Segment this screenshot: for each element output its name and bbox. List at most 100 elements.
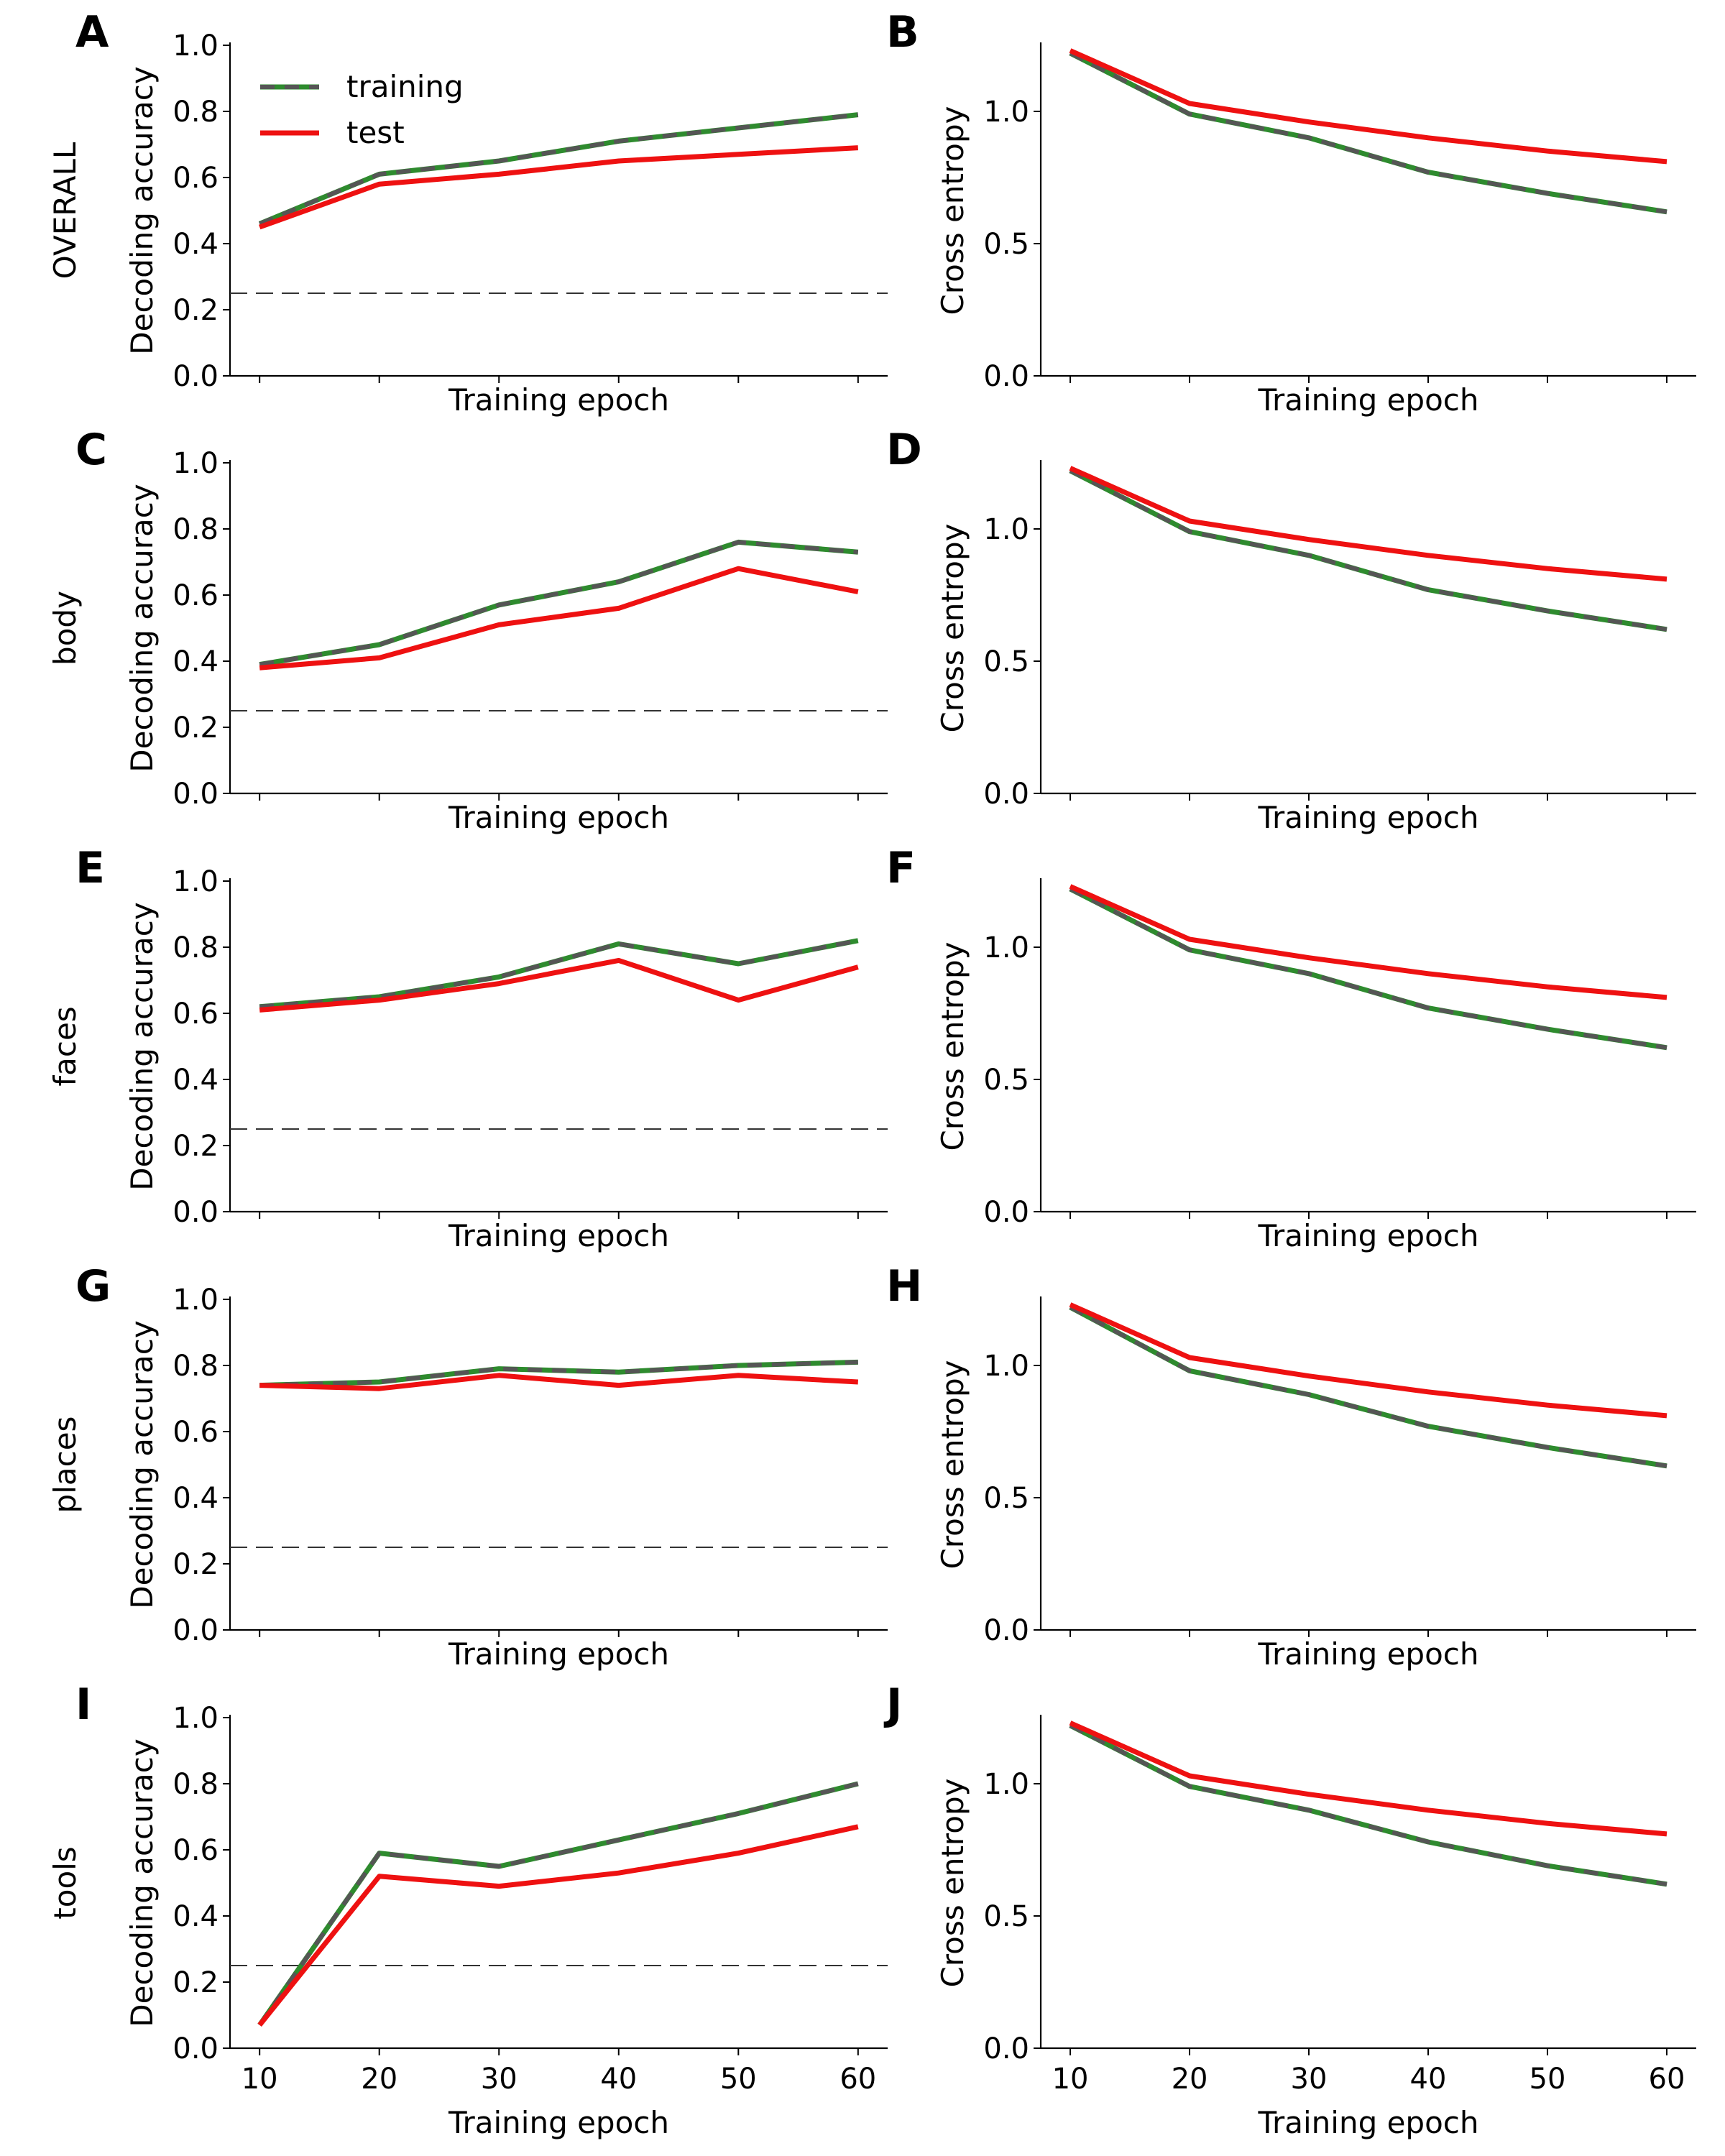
series-line-training-dash (259, 1360, 858, 1388)
y-tick-label: 0.5 (983, 228, 1029, 261)
y-tick-label: 0.8 (172, 1350, 218, 1383)
y-tick-label: 0.6 (172, 998, 218, 1031)
series-line-test (259, 145, 858, 230)
y-tick-label: 0.4 (172, 228, 218, 261)
y-tick-label: 0.0 (172, 1196, 218, 1229)
series-line-training (1069, 886, 1668, 1051)
panel-b: B Cross entropy 0.0 0.5 1.0 Training epoch (886, 7, 1696, 418)
x-tick-label: 10 (242, 2063, 278, 2096)
x-tick-label: 10 (1052, 2063, 1089, 2096)
y-tick-label: 0.8 (172, 1768, 218, 1801)
series-line-training-dash (259, 540, 859, 667)
y-tick-label: 0.4 (172, 1064, 218, 1097)
x-axis-label: Training epoch (1258, 382, 1479, 418)
y-axis-label: Decoding accuracy (124, 484, 160, 772)
y-tick-label: 0.0 (172, 2032, 218, 2065)
x-tick-label: 60 (1649, 2063, 1685, 2096)
y-tick-label: 0.5 (983, 1900, 1029, 1933)
y-tick-label: 1.0 (983, 1350, 1029, 1383)
y-tick-label: 0.0 (983, 1196, 1029, 1229)
y-axis-label: Decoding accuracy (124, 1738, 160, 2027)
y-tick-label: 0.0 (172, 1614, 218, 1647)
series-line-test (259, 1373, 858, 1391)
y-tick-label: 1.0 (172, 1702, 218, 1735)
y-tick-label: 0.6 (172, 579, 218, 612)
row-label: body (47, 591, 83, 665)
y-tick-label: 0.0 (983, 1614, 1029, 1647)
panel-letter: F (886, 843, 916, 893)
panel-letter: C (75, 425, 107, 475)
legend-label-test: test (346, 115, 405, 150)
panel-d: D Cross entropy 0.0 0.5 1.0 Training epoch (886, 425, 1696, 835)
y-axis-label: Cross entropy (935, 106, 970, 315)
series-line-training-dash (1069, 1723, 1668, 1886)
y-tick-label: 0.8 (172, 513, 218, 546)
panel-letter: A (75, 7, 109, 57)
panel-letter: B (886, 7, 919, 57)
series-line-test (257, 1824, 859, 2027)
row-label: places (47, 1416, 83, 1514)
y-axis-label: Decoding accuracy (124, 1320, 160, 1608)
y-tick-label: 0.0 (172, 360, 218, 393)
x-tick-label: 40 (1410, 2063, 1447, 2096)
x-tick-label: 60 (840, 2063, 876, 2096)
y-tick-label: 0.6 (172, 162, 218, 195)
y-tick-label: 0.2 (172, 711, 218, 745)
series-line-training (1069, 50, 1668, 215)
x-axis-label: Training epoch (448, 2105, 669, 2140)
panel-a: A OVERALL Decoding accuracy 0.0 0.2 0.4 0.6 0.8… (47, 7, 888, 418)
x-tick-label: 40 (600, 2063, 637, 2096)
x-tick-label: 30 (481, 2063, 518, 2096)
y-axis-label: Cross entropy (935, 1360, 970, 1570)
panel-f: F Cross entropy 0.0 0.5 1.0 Training epoch (886, 843, 1696, 1253)
y-tick-label: 0.0 (983, 778, 1029, 811)
x-tick-label: 20 (1172, 2063, 1208, 2096)
series-line-training (259, 539, 859, 668)
series-line-test (259, 957, 859, 1013)
x-axis-label: Training epoch (1258, 1636, 1479, 1672)
series-line-test (1069, 466, 1668, 582)
y-tick-label: 1.0 (983, 1768, 1029, 1801)
y-tick-label: 1.0 (172, 447, 218, 480)
y-tick-label: 1.0 (172, 865, 218, 898)
x-axis-label: Training epoch (448, 382, 669, 418)
x-tick-label: 50 (720, 2063, 757, 2096)
series-line-test (1069, 48, 1668, 165)
y-tick-label: 0.4 (172, 1900, 218, 1933)
y-tick-label: 1.0 (172, 29, 218, 63)
y-tick-label: 0.0 (172, 778, 218, 811)
y-tick-label: 0.8 (172, 931, 218, 964)
series-line-training (257, 1781, 859, 2027)
panels-group: A OVERALL Decoding accuracy 0.0 0.2 0.4 0.6 0.8… (47, 7, 1696, 2140)
x-axis-label: Training epoch (1258, 2105, 1479, 2140)
panel-h: H Cross entropy 0.0 0.5 1.0 Training epoch (886, 1261, 1696, 1672)
y-tick-label: 1.0 (983, 96, 1029, 129)
series-line-training-dash (259, 938, 859, 1009)
y-axis-label: Cross entropy (935, 1779, 970, 1988)
x-axis-label: Training epoch (1258, 1218, 1479, 1253)
series-line-test (1069, 1302, 1668, 1419)
x-tick-label: 20 (361, 2063, 397, 2096)
x-axis-label: Training epoch (1258, 800, 1479, 835)
panel-letter: G (75, 1261, 111, 1312)
x-axis-label: Training epoch (448, 800, 669, 835)
series-line-training-dash (257, 1782, 859, 2027)
series-line-training-dash (1069, 1305, 1668, 1468)
series-line-test (259, 566, 859, 671)
panel-letter: H (886, 1261, 922, 1312)
y-tick-label: 0.4 (172, 645, 218, 678)
y-tick-label: 0.6 (172, 1416, 218, 1449)
series-line-training-dash (259, 112, 859, 226)
series-line-training-dash (1069, 51, 1668, 214)
x-axis-label: Training epoch (448, 1636, 669, 1672)
panel-letter: J (883, 1680, 902, 1730)
y-tick-label: 0.4 (172, 1482, 218, 1515)
row-label: tools (47, 1846, 83, 1919)
y-tick-label: 0.2 (172, 1548, 218, 1581)
y-tick-label: 0.2 (172, 1966, 218, 1999)
